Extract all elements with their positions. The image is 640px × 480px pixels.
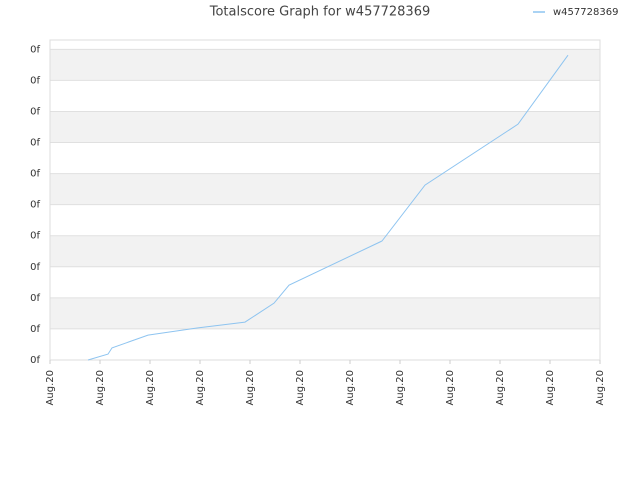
- x-tick-label: Aug.20: [345, 370, 356, 405]
- y-tick-label: 0f: [30, 231, 40, 242]
- x-tick-label: Aug.20: [145, 370, 156, 405]
- x-tick-label: Aug.20: [95, 370, 106, 405]
- y-tick-label: 0f: [30, 169, 40, 180]
- y-tick-label: 0f: [30, 200, 40, 211]
- x-tick-label: Aug.20: [445, 370, 456, 405]
- x-tick-label: Aug.20: [495, 370, 506, 405]
- line: [87, 54, 569, 361]
- band: [50, 49, 600, 81]
- x-tick-label: Aug.20: [45, 370, 56, 405]
- band: [50, 297, 600, 329]
- x-tick-label: Aug.20: [245, 370, 256, 405]
- y-tick-label: 0f: [30, 138, 40, 149]
- chart-title: Totalscore Graph for w457728369: [209, 5, 431, 20]
- x-tick-label: Aug.20: [595, 370, 606, 405]
- y-tick-label: 0f: [30, 324, 40, 335]
- y-tick-label: 0f: [30, 262, 40, 273]
- x-tick-label: Aug.20: [195, 370, 206, 405]
- y-tick-label: 0f: [30, 44, 40, 55]
- y-tick-label: 0f: [30, 293, 40, 304]
- band: [50, 111, 600, 143]
- y-tick-label: 0f: [30, 355, 40, 366]
- y-tick-label: 0f: [30, 106, 40, 117]
- x-tick-label: Aug.20: [295, 370, 306, 405]
- legend-label: w457728369: [553, 7, 618, 18]
- plot-border: [49, 39, 601, 361]
- x-tick-label: Aug.20: [545, 370, 556, 405]
- band: [50, 235, 600, 267]
- y-tick-label: 0f: [30, 75, 40, 86]
- x-tick-label: Aug.20: [395, 370, 406, 405]
- band: [50, 173, 600, 205]
